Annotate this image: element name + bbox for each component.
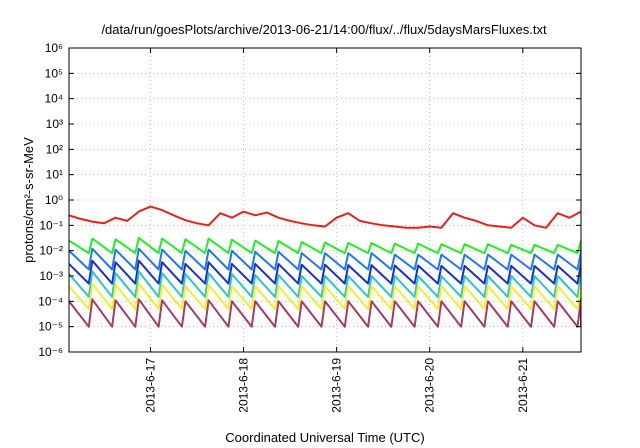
x-tick-label: 2013-6-21: [516, 358, 530, 413]
y-tick-label: 10⁶: [45, 41, 63, 55]
y-tick-label: 10⁻⁵: [38, 320, 63, 334]
y-tick-label: 10⁵: [45, 66, 63, 80]
x-tick-label: 2013-6-19: [330, 358, 344, 413]
x-tick-label: 2013-6-18: [237, 358, 251, 413]
y-tick-label: 10⁻¹: [39, 218, 63, 232]
y-tick-label: 10²: [46, 142, 63, 156]
series-line-7: [69, 298, 581, 328]
series-line-5: [69, 270, 581, 298]
x-axis-label: Coordinated Universal Time (UTC): [225, 430, 424, 445]
y-tick-label: 10¹: [46, 168, 63, 182]
y-tick-label: 10⁻⁴: [38, 294, 63, 308]
y-axis: 10⁻⁶ 10⁻⁵ 10⁻⁴ 10⁻³ 10⁻² 10⁻¹ 10⁰ 10¹ 10² 10³ 10⁴ 1…: [38, 41, 581, 359]
y-axis-label: protons/cm²-s-sr-MeV: [21, 137, 36, 263]
x-axis: 2013-6-17 2013-6-18 2013-6-19 2013-6-20 2013…: [143, 48, 530, 413]
y-tick-label: 10³: [46, 117, 63, 131]
x-tick-label: 2013-6-17: [143, 358, 157, 413]
series-line-2: [69, 236, 581, 255]
series-line-1: [69, 205, 581, 229]
x-tick-label: 2013-6-20: [423, 358, 437, 413]
y-tick-label: 10⁰: [45, 193, 63, 207]
y-tick-label: 10⁻²: [39, 244, 63, 258]
y-tick-label: 10⁴: [44, 92, 63, 106]
series-group: [69, 205, 581, 328]
chart-title: /data/run/goesPlots/archive/2013-06-21/1…: [101, 22, 547, 37]
series-line-3: [69, 247, 581, 271]
series-line-4: [69, 259, 581, 285]
y-tick-label: 10⁻⁶: [38, 345, 63, 359]
y-tick-label: 10⁻³: [39, 269, 63, 283]
series-line-6: [69, 282, 581, 310]
